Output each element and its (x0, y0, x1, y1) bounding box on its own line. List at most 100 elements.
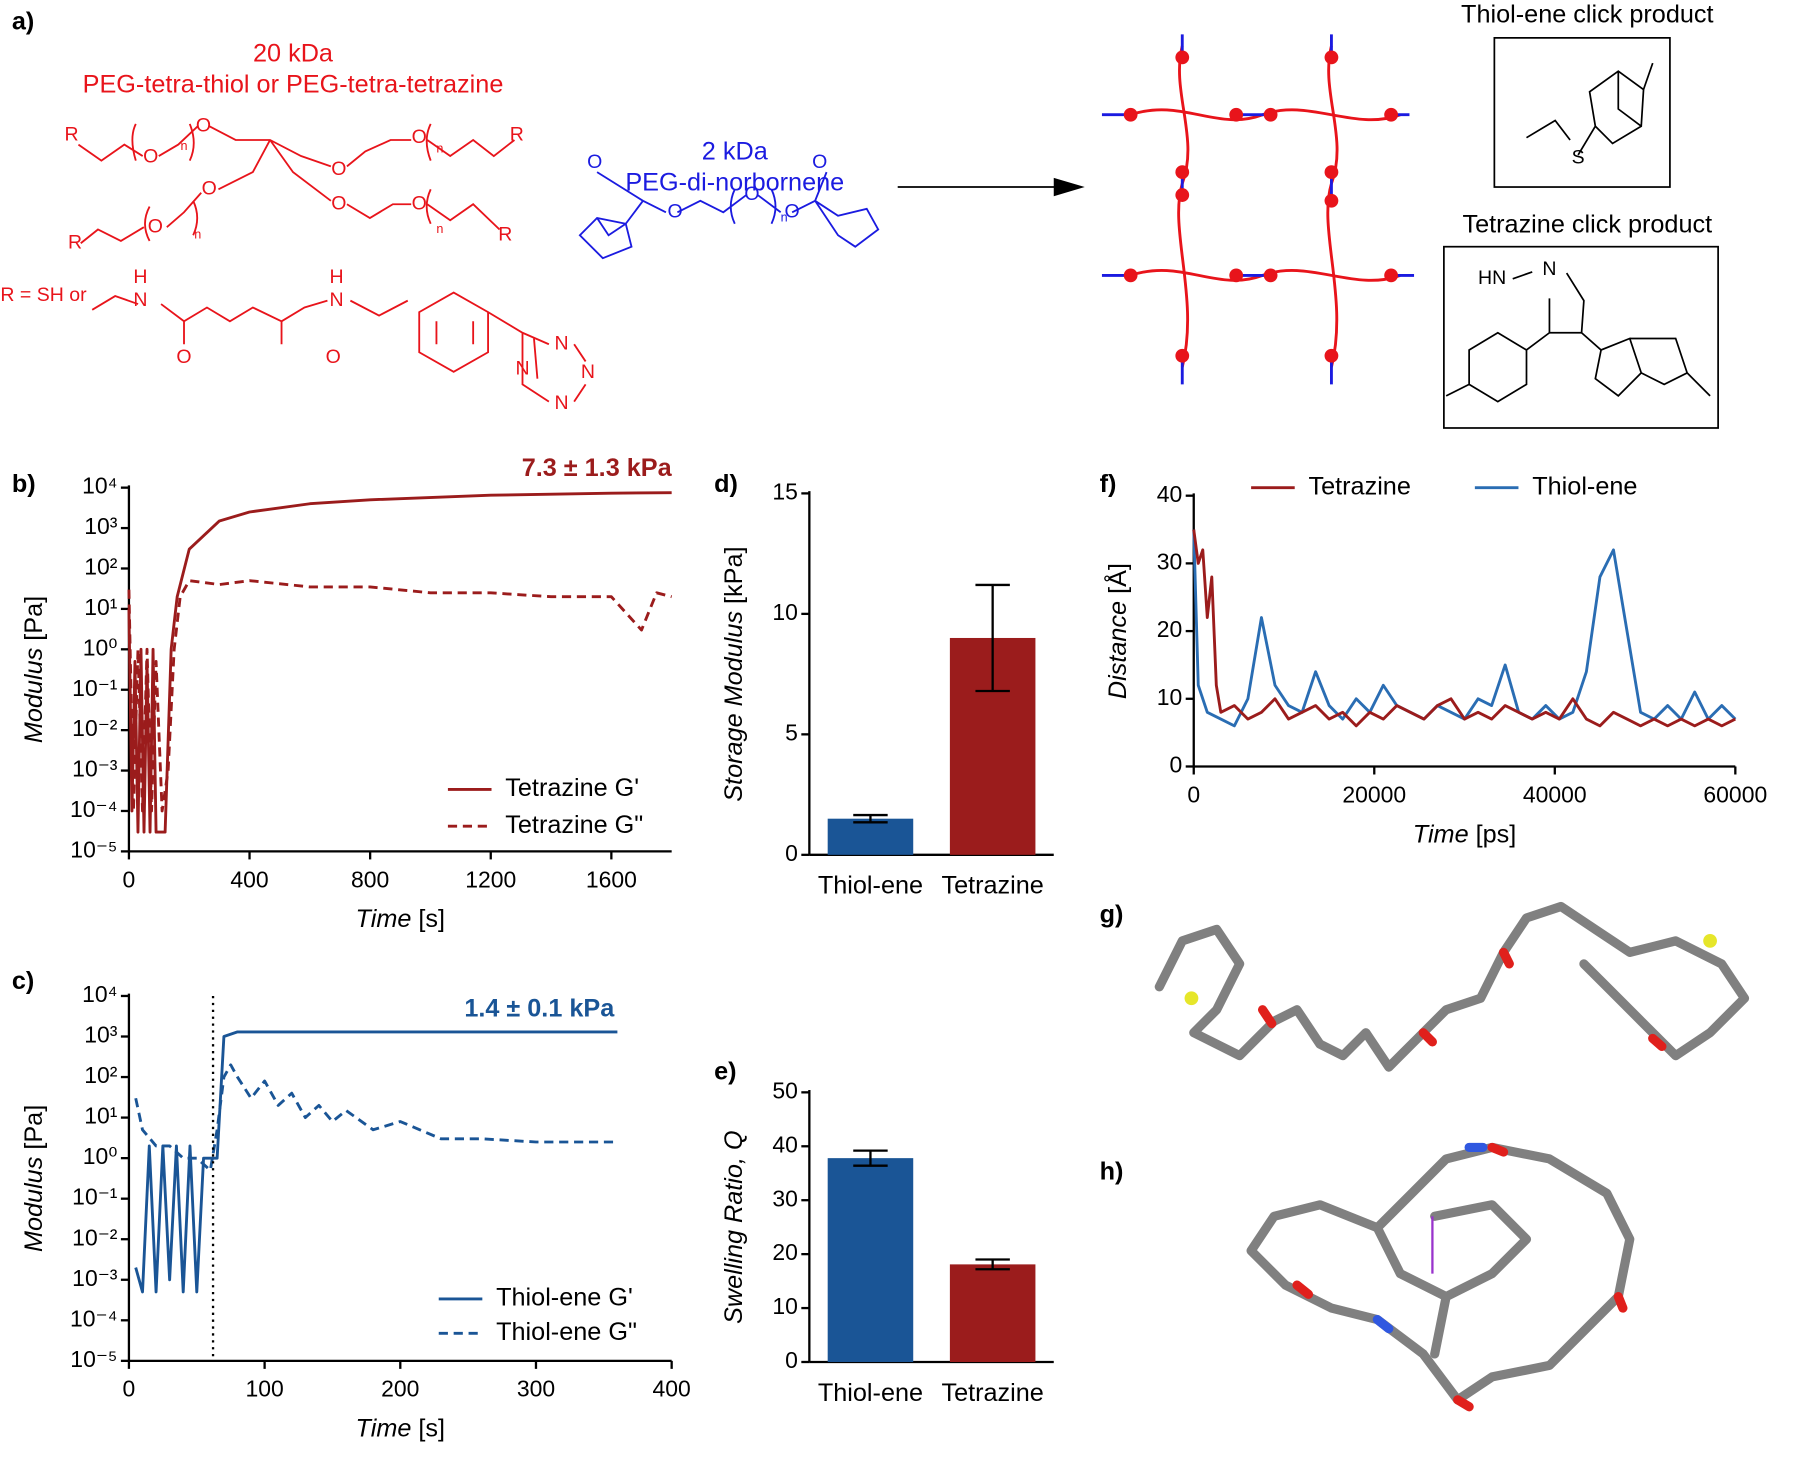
network-nodes (1123, 50, 1398, 363)
legend-label: Tetrazine G" (505, 811, 643, 839)
chart: e) 0 10 20 30 40 50 Swelling Ratio, Q Thiol-ene T… (714, 1058, 1054, 1407)
atom-label: H (330, 266, 344, 288)
panel-label: d) (714, 470, 738, 498)
panel-label: f) (1100, 470, 1117, 498)
y-tick-label: 10⁻⁵ (70, 836, 117, 862)
y-tick-label: 0 (785, 840, 798, 866)
y-tick-label: 10 (772, 1293, 798, 1319)
molecule-render (1154, 901, 1750, 1412)
y-tick-label: 10⁰ (83, 1143, 118, 1169)
y-tick-label: 10³ (84, 513, 118, 539)
atom-label: n (436, 141, 443, 155)
x-tick-label: 1200 (465, 866, 516, 892)
x-axis-title-text: Time (356, 905, 412, 933)
panel-label: e) (714, 1058, 736, 1086)
chart: d) 0 5 10 15 Storage Modulus [kPa] Thiol-ene Te… (714, 470, 1054, 900)
x-axis-title: Time [s] (356, 1414, 446, 1442)
atom-label: O (812, 151, 827, 173)
atom-label: O (331, 192, 346, 214)
y-tick-label: 10⁻¹ (72, 675, 118, 701)
annotation: 7.3 ± 1.3 kPa (522, 454, 673, 482)
thiol-product-structure (1526, 62, 1654, 156)
error-bar (975, 583, 1010, 693)
data-line (1192, 529, 1737, 728)
atom-label: n (180, 139, 187, 153)
atom-label: O (412, 126, 427, 148)
data-line (127, 491, 672, 834)
y-axis-title-text: Modulus (20, 647, 48, 743)
atom-label: O (412, 192, 427, 214)
atom-label: O (744, 183, 759, 205)
atom-label: O (331, 158, 346, 180)
atom-label: N (554, 392, 568, 414)
bar (827, 818, 914, 855)
y-tick-label: 10⁻³ (72, 1265, 118, 1291)
atom-label: HN (1478, 267, 1506, 289)
atom-label: H (133, 266, 147, 288)
y-axis-title-text: Swelling Ratio, Q (719, 1130, 747, 1324)
atom-label: S (1572, 147, 1585, 169)
x-tick-label: 100 (245, 1376, 283, 1402)
atom-label: R (510, 124, 524, 146)
legend-label: Tetrazine (1308, 472, 1410, 500)
data-line (134, 1063, 618, 1172)
tetra-peg-structure (77, 123, 587, 403)
x-tick-label: 0 (123, 866, 136, 892)
data-line (1192, 529, 1736, 728)
legend-label: Tetrazine G' (505, 774, 639, 802)
error-bar (975, 1258, 1010, 1271)
y-tick-label: 50 (772, 1077, 798, 1103)
y-axis-title-unit: [kPa] (719, 546, 747, 604)
panel-label: h) (1100, 1157, 1124, 1185)
legend-label: Thiol-ene (1532, 472, 1637, 500)
atom-label: R (498, 223, 512, 245)
atom-label: R (65, 124, 79, 146)
panel-label: b) (12, 470, 36, 498)
y-tick-label: 30 (772, 1185, 798, 1211)
y-tick-label: 0 (1170, 752, 1183, 778)
y-tick-label: 10⁻² (72, 715, 118, 741)
atom-label: N (515, 358, 529, 380)
atom-label: O (143, 145, 158, 167)
chart: c) 10⁴ 10³ 10² 10¹ 10⁰ 10⁻¹ 10⁻² 10⁻³ 10⁻⁴ 10⁻⁵0 10… (12, 967, 691, 1442)
scheme: a) 20 kDa PEG-tetra-thiol or PEG-tetra-t… (0, 1, 1719, 429)
atom-label: n (781, 210, 788, 224)
atom-label: N (1542, 258, 1556, 280)
y-axis-title-unit: [Å] (1102, 563, 1132, 594)
y-tick-label: 40 (772, 1131, 798, 1157)
error-bar (853, 1149, 888, 1167)
y-tick-label: 10² (84, 1062, 118, 1088)
atom-label: N (554, 332, 568, 354)
atom-label: N (581, 361, 595, 383)
y-axis-title-unit: [Pa] (20, 596, 48, 641)
network (1101, 34, 1415, 385)
x-axis-title-unit: [ps] (1476, 820, 1517, 848)
legend-label: Thiol-ene G" (496, 1318, 637, 1346)
x-axis-title-text: Time (356, 1414, 412, 1442)
y-axis-title-text: Distance (1104, 601, 1132, 699)
atom-label: O (326, 346, 341, 368)
atom-label: n (194, 228, 201, 242)
x-tick-label: 40000 (1523, 781, 1587, 807)
x-tick-label: Thiol-ene (818, 1379, 923, 1407)
y-tick-label: 0 (785, 1347, 798, 1373)
chart: b) 10⁴ 10³ 10² 10¹ 10⁰ 10⁻¹ 10⁻² 10⁻³ 10⁻⁴ 10⁻⁵0 40… (12, 454, 673, 933)
bar (949, 1264, 1036, 1362)
annotation: 1.4 ± 0.1 kPa (464, 994, 615, 1022)
y-tick-label: 20 (772, 1239, 798, 1265)
tetrazine-product-structure (1445, 271, 1711, 403)
x-axis-title-text: Time (1413, 820, 1469, 848)
x-tick-label: 200 (381, 1376, 419, 1402)
atom-label: O (668, 200, 683, 222)
y-axis-title: Storage Modulus [kPa] (719, 546, 747, 801)
polymer-name: PEG-tetra-thiol or PEG-tetra-tetrazine (83, 71, 504, 99)
x-tick-label: Tetrazine (941, 1379, 1043, 1407)
x-axis-title: Time [s] (356, 905, 446, 933)
y-axis-title-unit: [Pa] (20, 1105, 48, 1150)
atom-label: O (785, 200, 800, 222)
bar (827, 1158, 914, 1362)
y-axis-title: Swelling Ratio, Q (719, 1130, 747, 1324)
y-tick-label: 20 (1157, 616, 1183, 642)
atom-label: O (148, 215, 163, 237)
